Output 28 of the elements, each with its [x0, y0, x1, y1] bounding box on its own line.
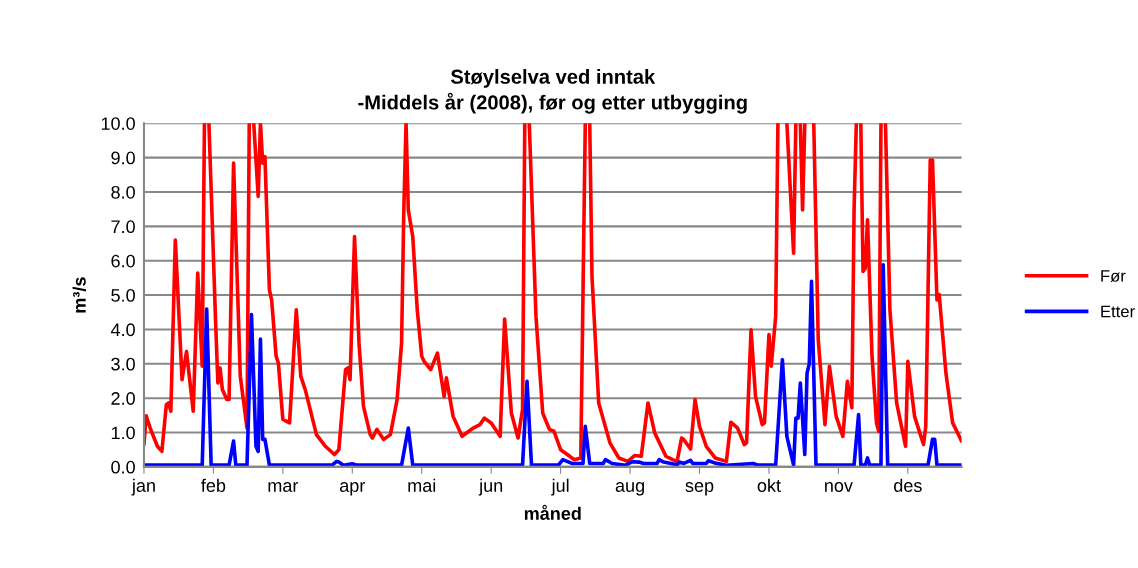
y-tick-label: 8.0: [111, 185, 135, 199]
chart-title: Støylselva ved inntak -Middels år (2008), før og etter utbygging: [358, 69, 747, 114]
x-axis-title: måned: [524, 504, 581, 520]
x-tick-label: mai: [408, 478, 436, 492]
x-tick-label: mar: [268, 482, 299, 492]
x-tick-label: aug: [615, 482, 644, 496]
x-tick-label: sep: [685, 482, 714, 496]
y-tick-label: 6.0: [111, 254, 135, 268]
x-tick-label: okt: [757, 478, 781, 492]
y-tick-label: 4.0: [110, 323, 135, 337]
y-axis-title: m³/s: [72, 277, 86, 313]
x-tick-label: jan: [131, 478, 155, 496]
x-tick-label: des: [894, 478, 922, 492]
x-tick-label: jun: [478, 478, 503, 496]
y-tick-label: 2.0: [111, 392, 135, 405]
x-tick-label: feb: [201, 478, 226, 492]
legend-label: Etter: [1101, 305, 1135, 318]
legend-label: Før: [1101, 270, 1126, 282]
y-tick-label: 3.0: [111, 357, 135, 371]
y-tick-label: 10.0: [101, 117, 135, 130]
x-tick-label: apr: [340, 482, 366, 496]
y-tick-label: 0.0: [111, 460, 135, 474]
y-tick-label: 7.0: [111, 220, 135, 234]
y-tick-label: 5.0: [111, 289, 135, 302]
y-tick-label: 9.0: [111, 151, 135, 165]
y-tick-label: 1.0: [111, 426, 135, 440]
x-tick-label: nov: [825, 482, 853, 492]
x-tick-label: jul: [551, 478, 569, 496]
